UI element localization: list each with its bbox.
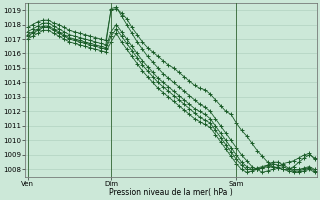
X-axis label: Pression niveau de la mer( hPa ): Pression niveau de la mer( hPa ) — [109, 188, 233, 197]
